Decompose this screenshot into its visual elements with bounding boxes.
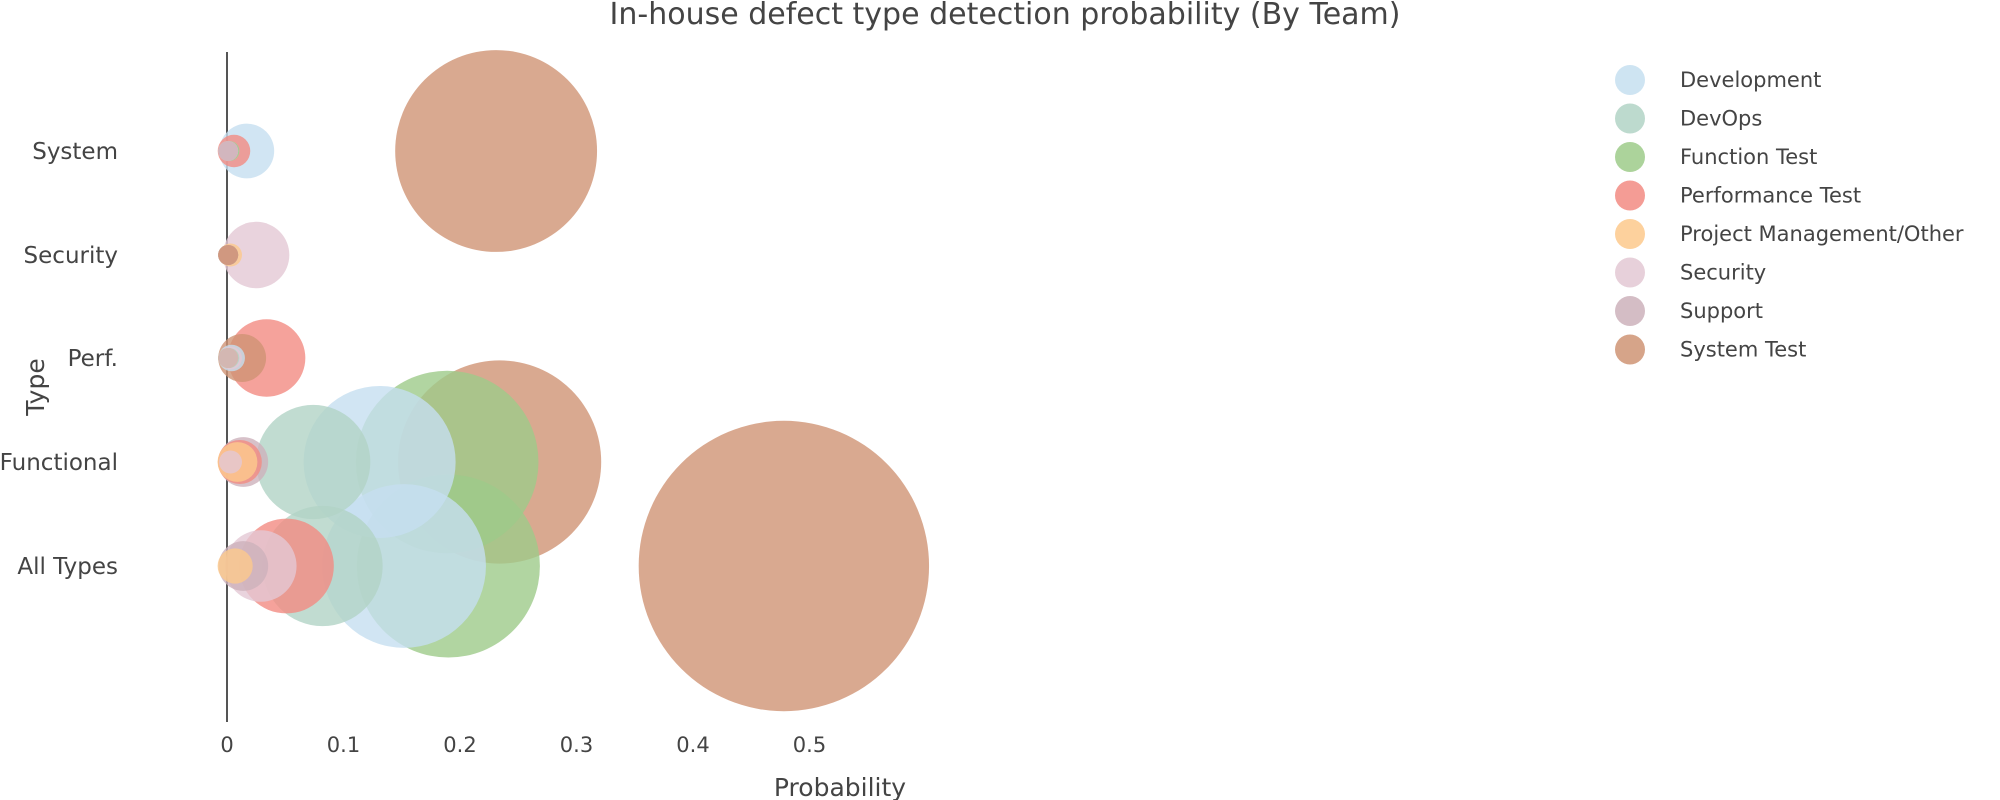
x-tick-label: 0.3	[560, 733, 593, 757]
legend-item-devops[interactable]: DevOps	[1615, 103, 1762, 134]
legend-item-performance-test[interactable]: Performance Test	[1615, 180, 1861, 211]
legend-item-system-test[interactable]: System Test	[1615, 334, 1806, 365]
bubble-project-management-other-all-types[interactable]	[217, 548, 253, 584]
legend: Development DevOps Function Test Performanc…	[1615, 65, 1964, 365]
bubble-support-perf[interactable]	[218, 348, 239, 368]
legend-marker	[1615, 257, 1645, 288]
bubble-support-system[interactable]	[218, 141, 239, 161]
legend-item-support[interactable]: Support	[1615, 296, 1763, 326]
y-category-label-perf: Perf.	[68, 346, 118, 372]
y-category-label-functional: Functional	[0, 450, 118, 476]
x-tick-label: 0.1	[327, 733, 360, 757]
y-category-labels: All Types Functional Perf. Security System	[0, 139, 118, 580]
legend-label: Function Test	[1680, 145, 1817, 169]
legend-item-project-management-other[interactable]: Project Management/Other	[1615, 219, 1964, 249]
x-axis-title: Probability	[774, 773, 906, 800]
legend-label: Development	[1680, 68, 1821, 92]
bubble-security-functional[interactable]	[218, 450, 242, 474]
bubble-security-security[interactable]	[222, 221, 290, 289]
legend-label: Project Management/Other	[1680, 222, 1964, 246]
x-tick-label: 0.2	[443, 733, 476, 757]
legend-marker	[1615, 180, 1645, 211]
bubble-devops-functional[interactable]	[256, 404, 371, 520]
legend-item-development[interactable]: Development	[1615, 65, 1821, 95]
bubble-system-test-all-types[interactable]	[638, 420, 930, 712]
legend-marker	[1615, 296, 1645, 326]
y-category-label-system: System	[32, 139, 118, 165]
legend-marker	[1615, 142, 1645, 172]
y-axis-title: Type	[21, 358, 50, 416]
y-category-label-security: Security	[24, 243, 118, 269]
bubble-layer	[217, 50, 930, 712]
x-tick-label: 0.5	[793, 733, 826, 757]
chart-title: In-house defect type detection probabili…	[610, 0, 1401, 32]
legend-marker	[1615, 65, 1645, 95]
x-tick-label: 0.4	[676, 733, 709, 757]
legend-marker	[1615, 334, 1645, 365]
legend-label: System Test	[1680, 338, 1806, 362]
legend-label: Security	[1680, 261, 1766, 285]
legend-marker	[1615, 219, 1645, 249]
y-category-label-all-types: All Types	[17, 554, 118, 580]
legend-label: Performance Test	[1680, 184, 1861, 208]
legend-item-security[interactable]: Security	[1615, 257, 1766, 288]
legend-label: DevOps	[1680, 107, 1762, 131]
legend-item-function-test[interactable]: Function Test	[1615, 142, 1817, 172]
legend-marker	[1615, 103, 1645, 134]
legend-label: Support	[1680, 299, 1763, 323]
bubble-system-test-security[interactable]	[218, 245, 239, 265]
x-tick-labels: 0 0.1 0.2 0.3 0.4 0.5	[220, 733, 826, 757]
bubble-system-test-system[interactable]	[395, 50, 598, 252]
x-tick-label: 0	[220, 733, 233, 757]
